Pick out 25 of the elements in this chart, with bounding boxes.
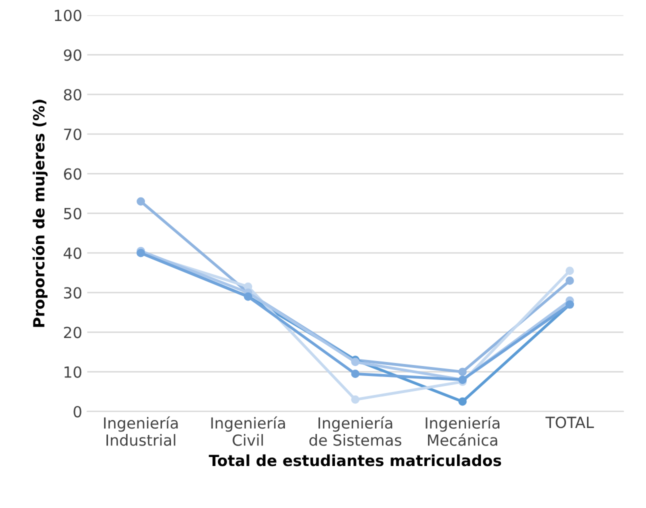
y-tick-label: 20 [64, 326, 82, 338]
y-tick-label: 60 [64, 168, 82, 180]
y-tick-label: 50 [64, 208, 82, 220]
y-tick-label: 30 [64, 287, 82, 299]
x-tick-label: TOTAL [545, 416, 594, 428]
point [566, 276, 574, 285]
point [458, 368, 467, 376]
x-tick-label: Ingeniería Mecánica [426, 416, 500, 446]
point [566, 266, 574, 275]
y-tick-label: 90 [64, 49, 82, 61]
x-tick-label: Ingeniería de Sistemas [309, 416, 402, 446]
y-tick-label: 40 [64, 247, 82, 260]
y-tick-label: 100 [54, 10, 82, 22]
x-axis-title: Total de estudiantes matriculados [208, 454, 502, 466]
y-tick-label: 10 [64, 366, 82, 378]
x-tick-label: Ingeniería Industrial [104, 416, 178, 446]
point [351, 370, 360, 378]
y-axis-title: Proporción de mujeres (%) [32, 100, 48, 327]
y-tick-label: 0 [74, 406, 82, 418]
point [458, 397, 467, 406]
point [136, 197, 145, 206]
y-tick-label: 70 [64, 128, 82, 140]
y-tick-label: 80 [64, 88, 82, 101]
x-tick-label: Ingeniería Civil [211, 416, 285, 446]
point [351, 395, 360, 404]
